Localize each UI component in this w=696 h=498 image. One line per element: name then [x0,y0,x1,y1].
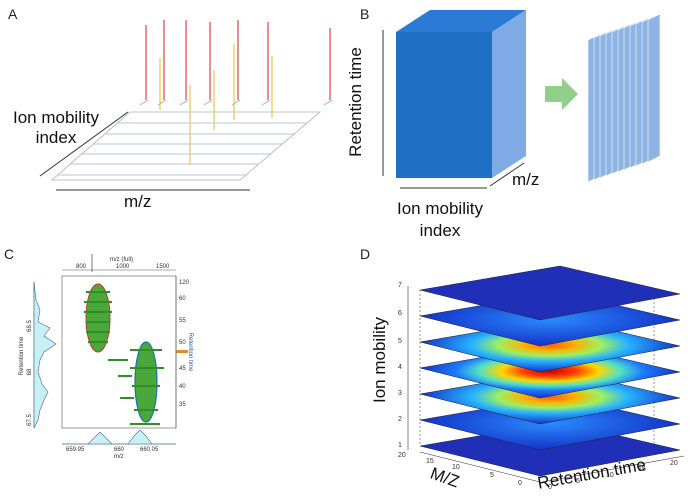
panel-b-x-label: Ion mobility index [397,199,483,240]
panel-d-y-tick: 5 [490,472,494,479]
cube-side [492,10,526,178]
panel-c-top-tick: 800 [76,264,87,270]
panel-d-layers [419,265,681,477]
panel-b-z-label: m/z [512,170,540,189]
panel-c-right-tick: 35 [179,402,186,408]
layer-7 [419,265,681,321]
panel-b-slices [587,13,661,183]
panel-c-right-tick: 60 [179,296,186,302]
panel-a-letter: A [8,6,18,22]
panel-d-y-tick: 10 [452,464,460,471]
panel-d-letter: D [360,246,371,262]
panel-d-z-tick: 6 [398,310,402,317]
panel-d-y-tick: 0 [518,480,522,487]
panel-c-right-tick: 40 [179,384,186,390]
panel-d-z-tick: 1 [398,442,402,449]
panel-c-right-tick: 50 [179,340,186,346]
panel-c-bottom-axis-title: m/z [114,454,124,460]
panel-a-red-peaks [145,20,331,100]
panel-d-z-tick: 7 [398,282,402,289]
panel-d-y-tick: 15 [426,458,434,465]
panel-c-feature-2 [108,341,164,425]
transform-arrow [545,78,578,110]
panel-d-x-tick: 0 [548,484,552,491]
panel-c-top-tick: 1500 [156,264,170,270]
panel-c-right-tick: 45 [179,366,186,372]
panel-d-z-tick: 5 [398,338,402,345]
panel-d-z-tick: 3 [398,390,402,397]
panel-c-right-tick: 120 [179,280,190,286]
panel-a-x-label: m/z [124,192,152,211]
panel-d-x-tick: 20 [670,460,678,467]
panel-c-letter: C [4,246,15,262]
cube-top [396,10,526,32]
panel-c-top-tick: 1000 [116,264,130,270]
panel-a-y-label: Ion mobility index [13,108,99,147]
panel-c-top-axis-title: m/z (full) [110,257,133,263]
panel-c-right-tick: 55 [179,318,186,324]
panel-d-x-tick: 5 [576,478,580,485]
panel-b-letter: B [360,6,370,22]
panel-c-bottom-tick: 659.95 [66,447,85,453]
panel-a-yellow-peaks [159,44,273,165]
cube-front [396,32,492,178]
panel-c-marker [176,350,188,353]
panel-d-z-tick: 4 [398,364,402,371]
panel-d-y-tick: 20 [398,452,406,459]
panel-c-bottom-tick: 660.05 [140,447,159,453]
panel-c-left-profile [33,281,57,429]
panel-c-plot-frame [61,275,177,429]
panel-d-z-tick: 2 [398,416,402,423]
panel-c-bottom-tick: 660 [114,447,125,453]
panel-d-x-tick: 10 [606,472,614,479]
panel-d-z-axis-label: Ion mobility [370,317,389,403]
panel-d-x-tick: 15 [638,466,646,473]
panel-a-grid [50,111,322,181]
panel-c-feature-1 [84,283,112,353]
panel-c-bottom-profile [62,429,176,445]
